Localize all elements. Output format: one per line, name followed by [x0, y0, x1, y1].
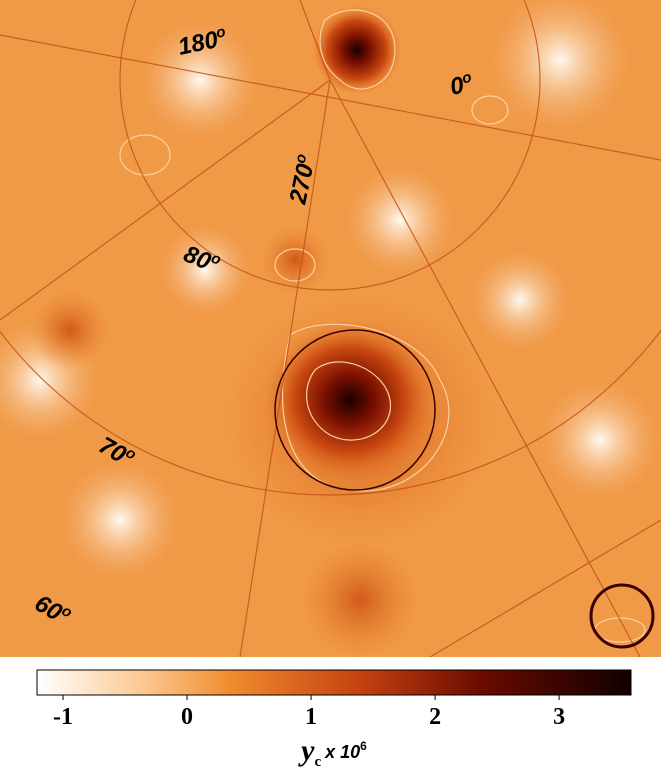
tick-label: 1 — [305, 704, 317, 730]
tick-label: 2 — [429, 704, 441, 730]
grid-label: 0o — [447, 69, 475, 101]
patch — [490, 0, 630, 130]
tick-label: 0 — [181, 704, 193, 730]
aperture-circle — [274, 329, 436, 491]
degree: o — [460, 69, 473, 88]
coordinate-grid — [0, 0, 661, 657]
patch — [300, 540, 420, 657]
degree: o — [292, 152, 311, 165]
patch — [345, 165, 455, 275]
tick-label: -1 — [53, 704, 73, 730]
contours — [119, 9, 646, 643]
patch — [60, 460, 180, 580]
multiplier: x 10 — [324, 742, 360, 762]
patch — [540, 380, 660, 500]
patch — [160, 225, 250, 315]
patch — [470, 250, 570, 350]
colorbar-scale — [36, 669, 632, 696]
colorbar: yc x 106 -1 0 1 2 3 — [36, 669, 632, 770]
symbol: y — [298, 734, 315, 767]
map: 180o 0o 270o 80o 70o 60o — [0, 0, 661, 657]
cluster — [312, 5, 402, 95]
patch — [140, 20, 260, 140]
label-text: 0 — [448, 72, 467, 101]
subscript: c — [314, 754, 321, 770]
cluster — [265, 320, 435, 480]
colorbar-label: yc x 106 — [298, 734, 367, 770]
patch — [260, 225, 330, 295]
tick-label: 3 — [553, 704, 565, 730]
beam-circle — [589, 583, 655, 649]
patch — [30, 290, 110, 370]
degree: o — [215, 23, 228, 42]
exponent: 6 — [360, 739, 367, 753]
